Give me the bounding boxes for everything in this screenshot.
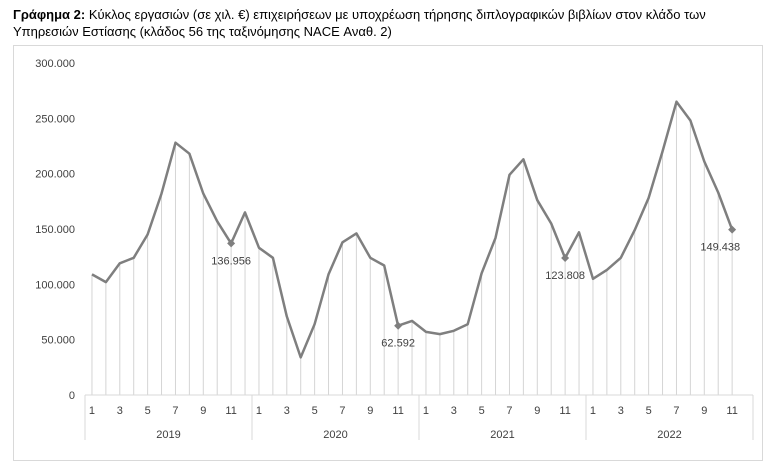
y-tick-label: 100.000 [35,279,75,291]
x-tick-label: 11 [225,405,236,417]
x-tick-label: 9 [200,405,206,417]
x-tick-label: 9 [701,405,707,417]
y-tick-label: 250.000 [35,113,75,125]
caption-prefix: Γράφημα 2: [13,7,86,22]
x-tick-label: 7 [339,405,345,417]
x-tick-label: 9 [367,405,373,417]
data-point-marker [728,225,737,234]
x-tick-label: 7 [506,405,512,417]
x-tick-label: 3 [618,405,624,417]
x-tick-label: 5 [312,405,318,417]
chart-frame [13,45,763,461]
x-tick-label: 3 [284,405,290,417]
year-label: 2022 [657,429,681,441]
x-tick-label: 3 [117,405,123,417]
year-label: 2019 [156,429,180,441]
x-tick-label: 5 [646,405,652,417]
x-tick-label: 5 [145,405,151,417]
x-tick-label: 3 [451,405,457,417]
year-label: 2020 [323,429,347,441]
x-tick-label: 7 [673,405,679,417]
x-tick-label: 1 [256,405,262,417]
data-label: 62.592 [381,338,415,350]
data-point-marker [227,239,236,248]
y-tick-label: 50.000 [41,335,75,347]
x-tick-label: 1 [590,405,596,417]
y-tick-label: 200.000 [35,169,75,181]
data-label: 149.438 [700,242,740,254]
x-tick-label: 1 [423,405,429,417]
x-tick-label: 11 [559,405,570,417]
chart-caption: Γράφημα 2: Κύκλος εργασιών (σε χιλ. €) ε… [13,6,763,40]
data-label: 123.808 [545,270,585,282]
year-label: 2021 [490,429,514,441]
x-tick-label: 11 [726,405,737,417]
x-tick-label: 1 [89,405,95,417]
x-tick-label: 7 [172,405,178,417]
data-point-marker [394,321,403,330]
x-tick-label: 9 [534,405,540,417]
y-tick-label: 0 [69,390,75,402]
y-tick-label: 300.000 [35,58,75,70]
y-tick-label: 150.000 [35,224,75,236]
data-label: 136.956 [211,255,251,267]
series-line [91,100,734,359]
caption-text: Κύκλος εργασιών (σε χιλ. €) επιχειρήσεων… [13,7,706,39]
data-point-marker [561,253,570,262]
x-tick-label: 5 [479,405,485,417]
x-tick-label: 11 [392,405,403,417]
